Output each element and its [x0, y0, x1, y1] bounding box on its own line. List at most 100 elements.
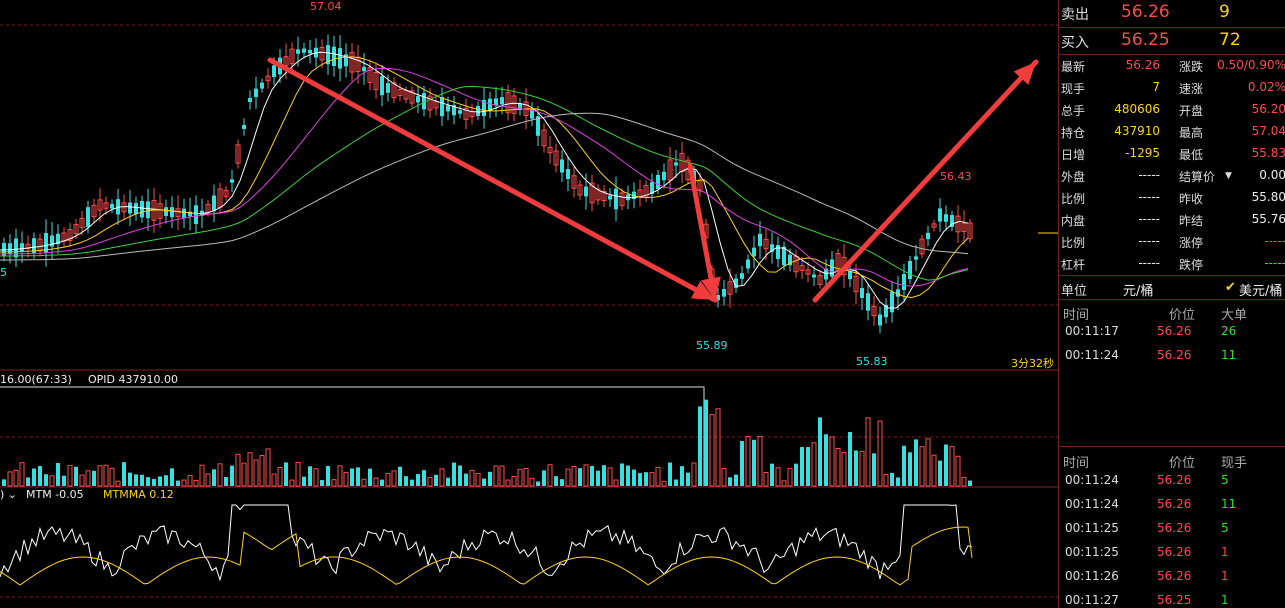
volume-bar — [235, 453, 241, 487]
candle-body — [476, 105, 480, 117]
candle-body — [452, 105, 456, 116]
candle-body — [332, 46, 336, 66]
stat-value: ----- — [1138, 190, 1160, 204]
candle-body — [902, 273, 906, 291]
volume-bar — [745, 435, 751, 487]
volume-bar — [181, 479, 187, 487]
stat-label: 昨收 — [1179, 192, 1204, 206]
volume-bar — [241, 462, 247, 487]
tick-row[interactable]: 00:11:24 56.26 5 — [1059, 469, 1285, 493]
volume-bar — [620, 463, 624, 486]
candle-body — [260, 82, 264, 89]
buy-qty: 72 — [1219, 30, 1241, 50]
big-order-row[interactable]: 00:11:24 56.26 11 — [1059, 344, 1285, 368]
candle-body — [944, 214, 948, 222]
tick-row[interactable]: 00:11:27 56.25 1 — [1059, 589, 1285, 608]
candle-body — [175, 208, 181, 218]
volume-bar — [757, 435, 763, 487]
stat-label: 速涨 — [1179, 82, 1204, 96]
volume-bar — [284, 462, 288, 486]
stat-value: 55.80 — [1251, 190, 1285, 204]
tick-qty: 11 — [1221, 497, 1237, 511]
volume-bar — [740, 441, 744, 486]
volume-bar — [944, 444, 948, 486]
candle-body — [146, 201, 150, 219]
ma-line-magenta — [0, 67, 969, 287]
volume-bar — [613, 479, 619, 487]
candle-body — [289, 48, 295, 65]
volume-bar — [752, 439, 756, 486]
volume-bar — [626, 465, 630, 486]
buy-quote-row[interactable]: 买入 56.25 72 — [1059, 28, 1285, 56]
volume-bar — [691, 462, 697, 487]
unit-alt-toggle[interactable]: 美元/桶 — [1239, 284, 1283, 299]
candle-body — [446, 105, 450, 112]
volume-bar — [134, 474, 138, 486]
volume-bar — [115, 480, 121, 487]
stat-value: 55.76 — [1251, 212, 1285, 226]
volume-bar — [422, 470, 426, 486]
volume-bar — [277, 466, 283, 487]
tick-row[interactable]: 00:11:25 56.26 5 — [1059, 517, 1285, 541]
stat-value: 480606 — [1114, 102, 1160, 116]
candle-body — [248, 97, 252, 103]
candle-body — [20, 243, 24, 252]
volume-bar — [67, 464, 73, 487]
volume-bar — [158, 476, 162, 486]
volume-bar — [841, 451, 847, 487]
candle-body — [776, 244, 780, 260]
uptrend-arrow-head — [1013, 62, 1036, 85]
candlestick-chart[interactable]: 57.04 55.89 55.83 56.43 5 3分32秒 16.00(67… — [0, 0, 1058, 608]
big-order-row[interactable]: 00:11:17 56.26 26 — [1059, 320, 1285, 344]
volume-bar — [205, 473, 211, 487]
volume-bar — [217, 463, 223, 487]
downtrend-arrow — [267, 57, 718, 303]
candle-body — [97, 199, 103, 211]
volume-bar — [146, 477, 150, 486]
tick-row[interactable]: 00:11:26 56.26 1 — [1059, 565, 1285, 589]
stat-value: ----- — [1264, 256, 1285, 270]
divider — [1059, 446, 1285, 447]
volume-bar — [7, 471, 13, 487]
buy-label: 买入 — [1061, 35, 1089, 51]
unit-label: 单位 — [1061, 284, 1088, 299]
sell-qty: 9 — [1219, 2, 1230, 22]
big-order-header-time: 时间 — [1063, 308, 1090, 323]
candle-body — [283, 56, 289, 67]
tick-header-time: 时间 — [1063, 456, 1090, 471]
candle-body — [727, 281, 733, 295]
candle-body — [835, 253, 841, 271]
sell-quote-row[interactable]: 卖出 56.26 9 — [1059, 0, 1285, 28]
volume-bar — [908, 452, 912, 486]
volume-bar — [308, 466, 312, 486]
stat-row: 最新 56.26 涨跌 0.50/0.90% — [1059, 55, 1285, 77]
candle-body — [950, 215, 954, 227]
order-price: 56.26 — [1157, 348, 1192, 362]
stat-row: 杠杆 ----- 跌停 ----- — [1059, 253, 1285, 275]
chevron-down-icon[interactable]: ▼ — [1225, 171, 1232, 181]
order-qty: 11 — [1221, 348, 1237, 362]
candle-body — [344, 54, 348, 67]
stat-label: 总手 — [1061, 104, 1086, 118]
candle-body — [824, 268, 828, 280]
candle-body — [128, 202, 132, 214]
stat-value: 56.26 — [1125, 58, 1160, 72]
indicator-dropdown-icon[interactable]: ) ⌄ — [0, 488, 18, 501]
candle-body — [674, 162, 678, 166]
tick-row[interactable]: 00:11:25 56.26 1 — [1059, 541, 1285, 565]
tick-row[interactable]: 00:11:24 56.26 11 — [1059, 493, 1285, 517]
low-price-label-2: 55.83 — [856, 355, 888, 368]
volume-bar — [458, 465, 462, 486]
candle-body — [884, 304, 888, 318]
volume-bar — [721, 467, 727, 487]
volume-bar — [331, 479, 337, 487]
unit-value: 元/桶 — [1123, 284, 1154, 299]
candle-body — [308, 49, 312, 54]
candle-body — [67, 228, 73, 242]
volume-bar — [590, 466, 594, 486]
volume-bar — [902, 445, 906, 486]
candle-body — [931, 223, 937, 228]
volume-bar — [356, 467, 360, 486]
candle-body — [230, 179, 234, 183]
tick-time: 00:11:24 — [1065, 497, 1119, 511]
